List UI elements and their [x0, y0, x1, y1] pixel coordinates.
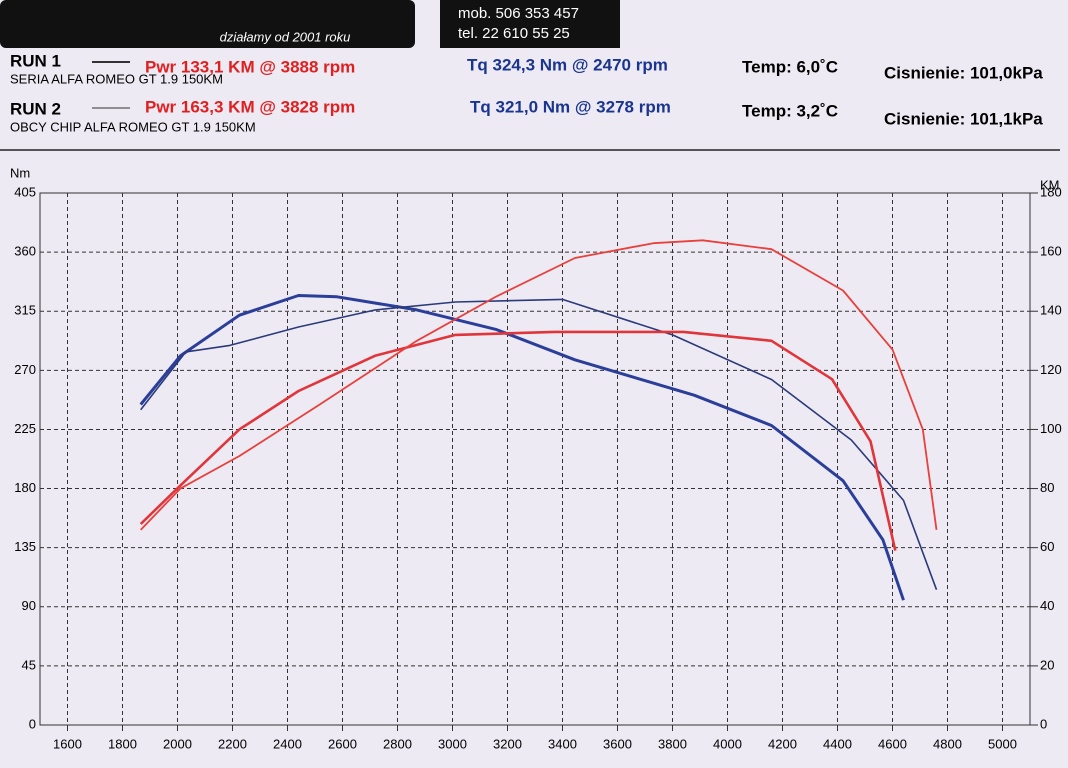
run-temp: Temp: 3,2˚C — [742, 101, 838, 120]
y2-tick-label: 120 — [1040, 362, 1062, 377]
x-tick-label: 2000 — [163, 736, 192, 751]
y2-tick-label: 100 — [1040, 421, 1062, 436]
run-torque: Tq 324,3 Nm @ 2470 rpm — [467, 55, 668, 74]
run-temp: Temp: 6,0˚C — [742, 57, 838, 76]
y2-tick-label: 20 — [1040, 657, 1054, 672]
y-tick-label: 90 — [22, 598, 36, 613]
y2-tick-label: 160 — [1040, 244, 1062, 259]
run-power: Pwr 133,1 KM @ 3888 rpm — [145, 57, 355, 76]
y-tick-label: 0 — [29, 716, 36, 731]
y-tick-label: 225 — [14, 421, 36, 436]
x-tick-label: 3600 — [603, 736, 632, 751]
curve — [139, 294, 905, 601]
x-tick-label: 3000 — [438, 736, 467, 751]
logo-box — [0, 0, 415, 48]
contact-box — [440, 0, 620, 48]
x-tick-label: 4400 — [823, 736, 852, 751]
curve — [140, 239, 938, 531]
y-axis-label: Nm — [10, 165, 30, 180]
y-tick-label: 180 — [14, 480, 36, 495]
run-description: OBCY CHIP ALFA ROMEO GT 1.9 150KM — [10, 119, 256, 134]
mobile: mob. 506 353 457 — [458, 5, 579, 22]
y-tick-label: 45 — [22, 657, 36, 672]
tagline: działamy od 2001 roku — [220, 29, 351, 44]
run-power: Pwr 163,3 KM @ 3828 rpm — [145, 97, 355, 116]
phone: tel. 22 610 55 25 — [458, 25, 570, 42]
y-tick-label: 270 — [14, 362, 36, 377]
run-description: SERIA ALFA ROMEO GT 1.9 150KM — [10, 71, 223, 86]
curve — [139, 330, 897, 551]
y2-tick-label: 60 — [1040, 539, 1054, 554]
x-tick-label: 1600 — [53, 736, 82, 751]
run-pressure: Cisnienie: 101,1kPa — [884, 109, 1043, 128]
plot-frame — [39, 192, 1031, 726]
y2-tick-label: 0 — [1040, 716, 1047, 731]
y-tick-label: 360 — [14, 244, 36, 259]
x-tick-label: 2800 — [383, 736, 412, 751]
y2-tick-label: 80 — [1040, 480, 1054, 495]
x-tick-label: 1800 — [108, 736, 137, 751]
x-tick-label: 3800 — [658, 736, 687, 751]
run-label: RUN 1 — [10, 51, 61, 70]
x-tick-label: 2600 — [328, 736, 357, 751]
x-tick-label: 5000 — [988, 736, 1017, 751]
curve — [140, 298, 938, 590]
y-tick-label: 135 — [14, 539, 36, 554]
y2-axis-label: KM — [1040, 177, 1060, 192]
x-tick-label: 3200 — [493, 736, 522, 751]
x-tick-label: 4800 — [933, 736, 962, 751]
x-tick-label: 4000 — [713, 736, 742, 751]
y-tick-label: 405 — [14, 184, 36, 199]
x-tick-label: 3400 — [548, 736, 577, 751]
x-tick-label: 4200 — [768, 736, 797, 751]
run-torque: Tq 321,0 Nm @ 3278 rpm — [470, 97, 671, 116]
y2-tick-label: 140 — [1040, 303, 1062, 318]
y2-tick-label: 180 — [1040, 184, 1062, 199]
run-pressure: Cisnienie: 101,0kPa — [884, 63, 1043, 82]
y2-tick-label: 40 — [1040, 598, 1054, 613]
run-label: RUN 2 — [10, 99, 61, 118]
y-tick-label: 315 — [14, 303, 36, 318]
x-tick-label: 2400 — [273, 736, 302, 751]
x-tick-label: 2200 — [218, 736, 247, 751]
x-tick-label: 4600 — [878, 736, 907, 751]
